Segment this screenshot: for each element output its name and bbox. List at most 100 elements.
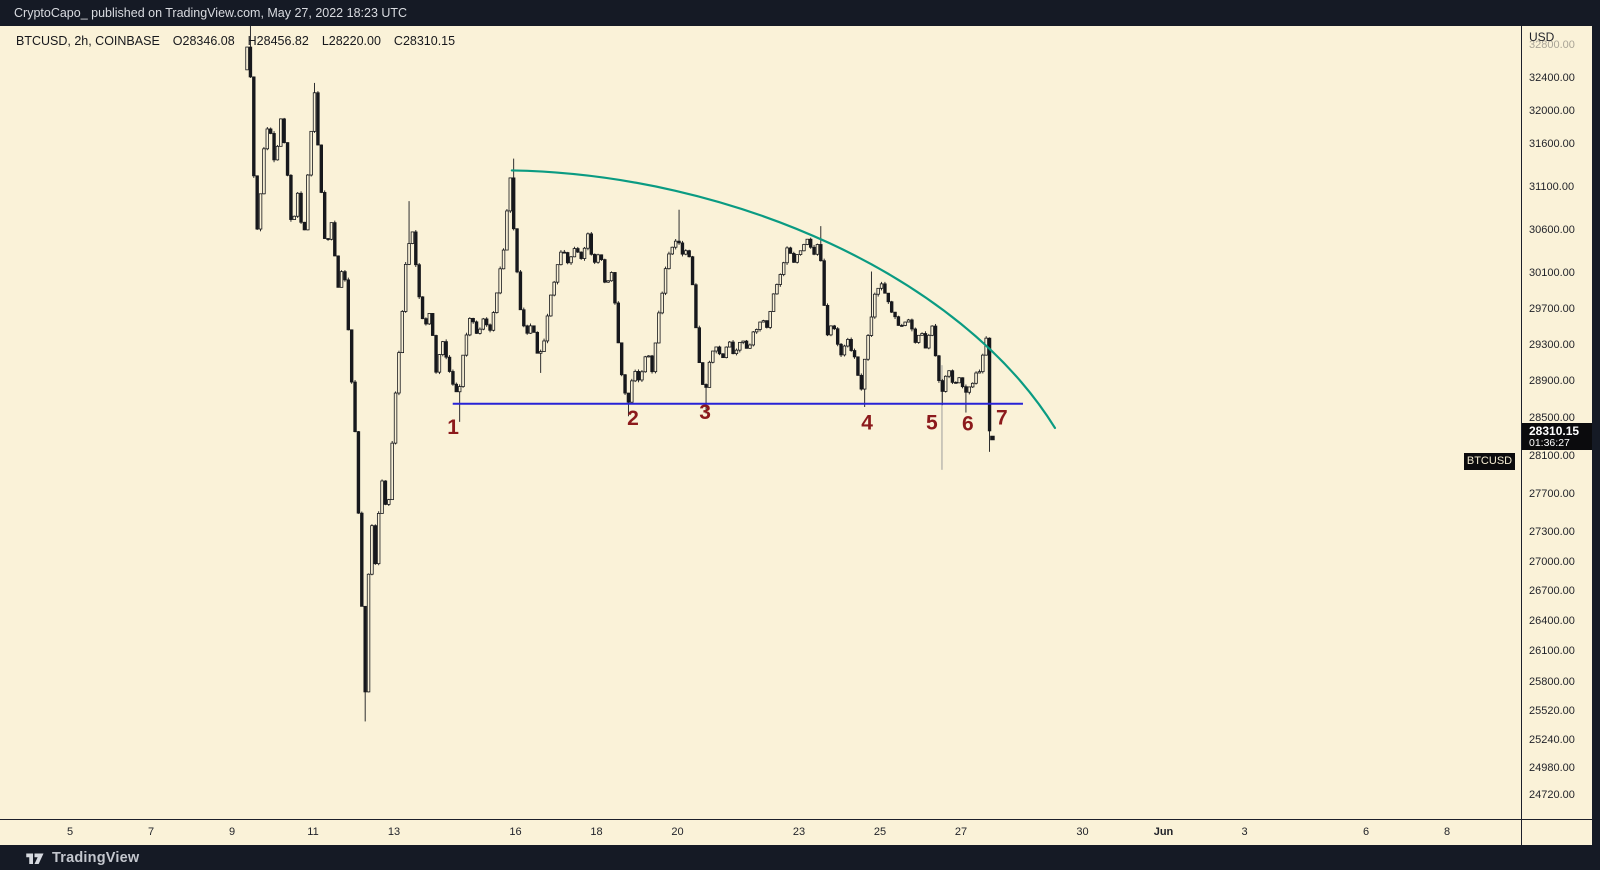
touch-marker-6[interactable]: 6 [962, 412, 974, 435]
candle-body [373, 525, 378, 565]
time-tick-6: 6 [1362, 826, 1370, 838]
candle-body [974, 372, 978, 384]
candle-body [481, 318, 486, 330]
candle-body [977, 371, 982, 374]
candle-body [343, 271, 347, 281]
candle-body [245, 46, 249, 71]
candle-body [576, 248, 580, 253]
candle-body [923, 333, 928, 349]
symbol-legend[interactable]: BTCUSD, 2h, COINBASE O28346.08 H28456.82 L2… [16, 34, 468, 48]
candle-body [258, 193, 263, 230]
candle-body [812, 246, 816, 255]
candle-body [630, 380, 634, 403]
candle-body [758, 321, 762, 330]
candle-body [940, 380, 945, 392]
candle-body [498, 268, 502, 294]
price-axis[interactable]: USD 32800.00 32400.00 32000.00 31600.00 3110… [1521, 26, 1593, 819]
candle-body [420, 296, 425, 320]
touch-marker-5[interactable]: 5 [926, 411, 938, 434]
candle-body [920, 333, 924, 336]
candle-body [447, 356, 452, 372]
candle-body [893, 311, 897, 318]
price-tick: 26400.00 [1529, 615, 1575, 628]
candle-body [835, 328, 840, 345]
price-tick: 28100.00 [1529, 449, 1575, 462]
candle-body [403, 263, 408, 312]
candle-body [616, 302, 621, 344]
bar-countdown: 01:36:27 [1529, 436, 1570, 449]
candle-body [538, 351, 543, 354]
candle-body [353, 381, 357, 433]
price-tick: 25800.00 [1529, 676, 1575, 689]
candle-body [474, 321, 479, 334]
candle-body [370, 525, 374, 575]
candle-body [282, 118, 286, 143]
arc-drawing[interactable] [510, 169, 1057, 430]
candle-body [326, 238, 330, 240]
candle-body [468, 318, 472, 336]
candle-body [525, 325, 529, 334]
price-tick: 30600.00 [1529, 223, 1575, 236]
tradingview-logo-icon[interactable] [24, 849, 45, 867]
anchor-dot[interactable] [990, 435, 995, 441]
candle-body [339, 271, 344, 288]
price-tick: 27700.00 [1529, 487, 1575, 500]
candle-body [859, 374, 864, 390]
candle-body [272, 133, 276, 161]
price-tick: 27000.00 [1529, 555, 1575, 568]
price-tick: 26700.00 [1529, 585, 1575, 598]
touch-marker-4[interactable]: 4 [861, 411, 873, 434]
candle-body [410, 231, 415, 244]
time-tick-7: 7 [147, 826, 155, 838]
currency-label: USD [1529, 30, 1555, 44]
candle-body [667, 253, 671, 270]
candle-body [933, 325, 938, 357]
candle-body [424, 318, 428, 325]
time-tick-11: 11 [307, 826, 319, 838]
candle-body [680, 242, 685, 255]
candle-body [623, 374, 627, 394]
candle-body [751, 331, 756, 346]
candle-body [528, 325, 533, 334]
candle-body [886, 292, 891, 303]
brand-name: TradingView [52, 849, 140, 866]
time-tick-3: 3 [1241, 826, 1248, 838]
price-tick: 32400.00 [1529, 72, 1575, 84]
candle-body [559, 251, 563, 266]
candle-body [390, 442, 394, 501]
touch-marker-3[interactable]: 3 [699, 401, 711, 424]
candle-body [380, 480, 384, 514]
candle-body [599, 254, 604, 261]
touch-marker-1[interactable]: 1 [447, 416, 459, 439]
candle-body [268, 128, 273, 134]
candle-body [879, 283, 884, 289]
candle-body [316, 92, 320, 146]
candle-body [248, 46, 253, 78]
candle-body [400, 311, 405, 353]
candle-body [397, 352, 401, 394]
candle-body [643, 356, 648, 373]
candle-body [727, 341, 732, 348]
candle-body [916, 334, 921, 343]
candle-body [393, 392, 398, 444]
price-tick: 24720.00 [1529, 789, 1575, 802]
candle-body [360, 512, 364, 607]
touch-marker-7[interactable]: 7 [996, 407, 1008, 430]
candle-body [687, 250, 691, 258]
candle-body [265, 128, 270, 150]
candle-body [376, 513, 381, 565]
candle-body [495, 292, 499, 313]
candle-body [967, 386, 972, 393]
candle-body [896, 316, 901, 326]
candle-body [306, 174, 310, 231]
candle-body [697, 327, 702, 364]
candle-body [913, 328, 918, 343]
candle-body [609, 272, 614, 282]
candle-body [289, 174, 293, 220]
time-axis[interactable]: 5 7 9 11 13 16 18 20 23 25 27 30 Jun 3 6 8 [0, 819, 1592, 846]
candle-body [255, 175, 259, 230]
candle-body [910, 319, 914, 330]
candle-body [322, 192, 327, 239]
touch-marker-2[interactable]: 2 [627, 407, 639, 430]
